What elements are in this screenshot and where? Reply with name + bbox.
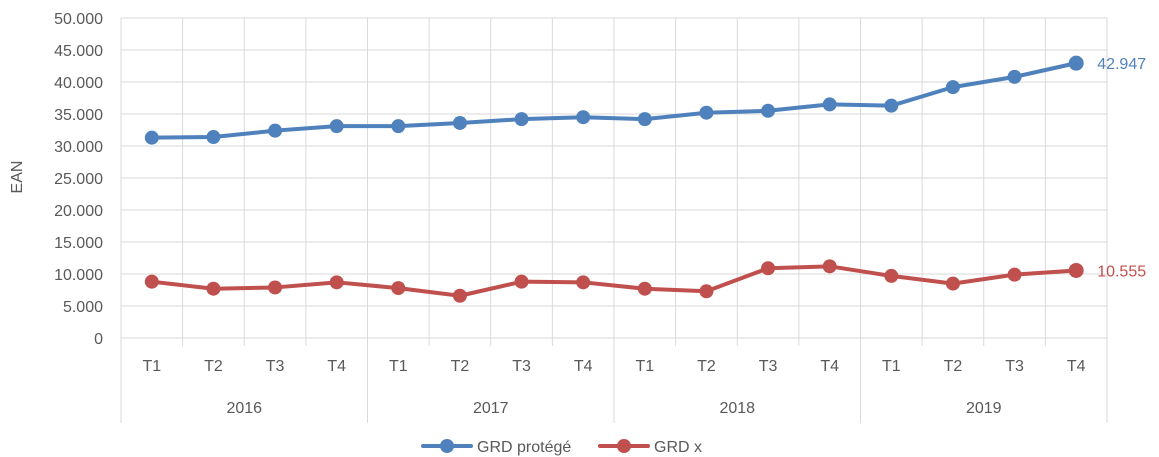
labels: 0 5.000 10.000 15.000 20.000 25.000 30.000 35.0… [54,11,1146,417]
y-tick-label: 45.000 [54,43,103,60]
data-point [761,103,776,118]
data-point [514,274,529,289]
x-tick-label: T2 [451,358,470,375]
y-tick-label: 25.000 [54,171,103,188]
data-point [1007,267,1022,282]
data-point [637,112,652,127]
data-point [884,268,899,283]
data-point [206,130,221,145]
series-lines [144,55,1084,303]
data-point [637,281,652,296]
x-tick-label: T4 [1067,358,1086,375]
data-point [1068,262,1084,278]
y-axis-title: EAN [9,161,26,194]
data-point [206,281,221,296]
data-point [329,119,344,134]
y-tick-label: 0 [94,331,103,348]
data-point [391,281,406,296]
data-point [452,115,467,130]
legend: GRD protégé GRD x [421,439,702,456]
data-point [514,112,529,127]
y-tick-label: 5.000 [63,299,103,316]
data-point [576,275,591,290]
x-tick-label: T3 [512,358,531,375]
y-tick-label: 50.000 [54,11,103,28]
data-point [391,119,406,134]
y-tick-label: 20.000 [54,203,103,220]
data-point [268,123,283,138]
legend-marker [440,439,454,453]
year-label: 2016 [226,400,262,417]
end-value-label: 42.947 [1097,56,1146,73]
x-tick-label: T1 [142,358,161,375]
data-point [699,105,714,120]
data-point [1007,69,1022,84]
data-point [268,280,283,295]
data-point [699,284,714,299]
x-tick-label: T3 [266,358,285,375]
y-tick-label: 30.000 [54,139,103,156]
y-tick-label: 15.000 [54,235,103,252]
legend-label: GRD x [654,439,702,456]
data-point [144,130,159,145]
x-tick-label: T3 [1005,358,1024,375]
data-point [1068,55,1084,71]
data-point [452,288,467,303]
year-label: 2017 [473,400,509,417]
x-tick-label: T2 [944,358,963,375]
legend-marker [617,439,631,453]
data-point [144,274,159,289]
series-line [149,264,1079,298]
data-point [945,276,960,291]
data-point [761,261,776,276]
data-point [822,259,837,274]
x-tick-label: T4 [574,358,593,375]
end-value-label: 10.555 [1097,263,1146,280]
y-tick-label: 10.000 [54,267,103,284]
axes [120,337,1108,423]
year-label: 2018 [719,400,755,417]
y-tick-label: 40.000 [54,75,103,92]
x-tick-label: T4 [820,358,839,375]
x-tick-label: T1 [389,358,408,375]
data-point [329,275,344,290]
x-tick-label: T4 [327,358,346,375]
data-point [822,97,837,112]
x-tick-label: T2 [697,358,716,375]
year-label: 2019 [966,400,1002,417]
legend-label: GRD protégé [477,439,571,456]
x-tick-label: T2 [204,358,223,375]
data-point [576,110,591,125]
data-point [945,80,960,95]
series-line [149,61,1079,140]
y-tick-label: 35.000 [54,107,103,124]
x-tick-label: T1 [635,358,654,375]
x-tick-label: T1 [882,358,901,375]
data-point [884,98,899,113]
x-tick-label: T3 [759,358,778,375]
